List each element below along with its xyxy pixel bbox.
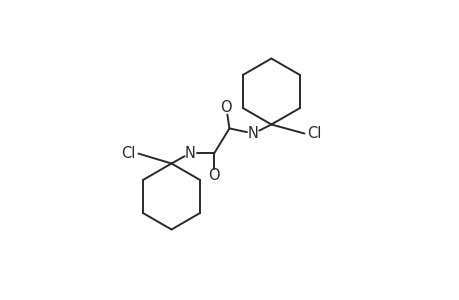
Text: O: O (220, 100, 232, 116)
Text: N: N (185, 146, 196, 160)
Text: Cl: Cl (121, 146, 135, 161)
Text: Cl: Cl (307, 126, 321, 141)
Text: N: N (247, 126, 258, 141)
Text: O: O (208, 168, 220, 183)
